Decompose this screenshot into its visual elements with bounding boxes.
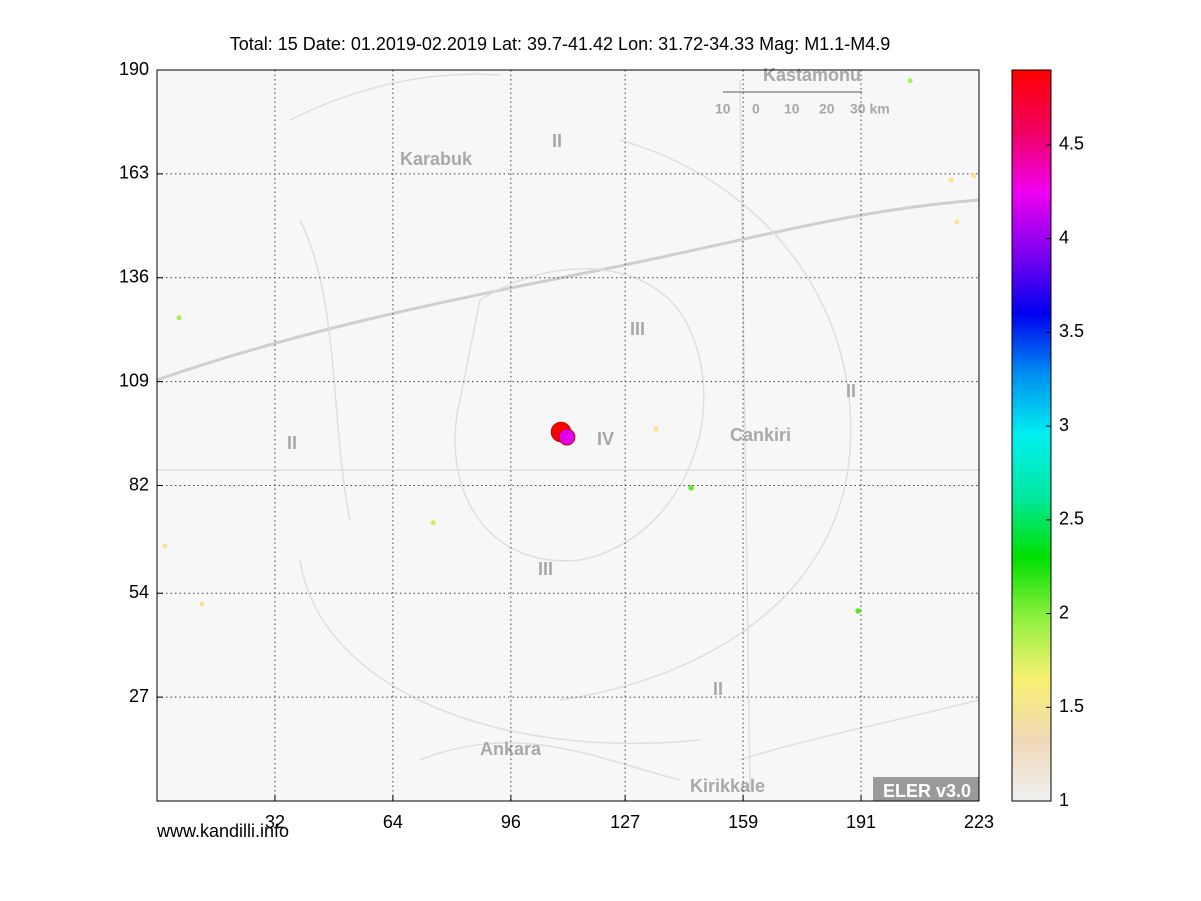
colorbar-tick-label: 2.5 — [1059, 509, 1084, 529]
colorbar-tick-label: 1.5 — [1059, 696, 1084, 716]
footer: www.kandilli.info — [156, 821, 289, 841]
intensity-label: II — [552, 131, 562, 151]
x-tick-label: 32 — [265, 812, 285, 832]
earthquake — [558, 428, 576, 446]
earthquake — [199, 601, 205, 607]
earthquake — [176, 315, 182, 321]
y-tick-label: 27 — [129, 686, 149, 706]
colorbar-tick-label: 1 — [1059, 790, 1069, 810]
earthquake — [954, 219, 960, 225]
intensity-label: III — [630, 319, 645, 339]
y-tick-label: 163 — [119, 163, 149, 183]
colorbar-tick-label: 4 — [1059, 227, 1069, 247]
map-label: Kastamonu — [763, 65, 861, 85]
x-tick-label: 159 — [728, 812, 758, 832]
y-tick-label: 109 — [119, 370, 149, 390]
y-tick-label: 82 — [129, 474, 149, 494]
map-label: Kirikkale — [690, 776, 765, 796]
intensity-label: III — [538, 559, 553, 579]
intensity-label: II — [846, 381, 856, 401]
colorbar-tick-label: 4.5 — [1059, 134, 1084, 154]
scale-label: 10 — [715, 101, 731, 117]
colorbar-tick-label: 3 — [1059, 415, 1069, 435]
earthquake — [971, 173, 977, 179]
y-tick-label: 136 — [119, 267, 149, 287]
earthquake — [688, 485, 694, 491]
y-tick-label: 190 — [119, 59, 149, 79]
colorbar-tick-label: 3.5 — [1059, 321, 1084, 341]
x-tick-label: 127 — [610, 812, 640, 832]
map-label: Cankiri — [730, 425, 791, 445]
watermark: ELER v3.0 — [883, 781, 971, 801]
earthquake — [162, 543, 168, 549]
x-tick-label: 223 — [964, 812, 994, 832]
plot-frame — [156, 69, 980, 802]
earthquake — [948, 177, 954, 183]
earthquake — [653, 426, 659, 432]
scale-label: 0 — [752, 101, 760, 117]
x-tick-label: 96 — [501, 812, 521, 832]
map-label: Ankara — [480, 739, 542, 759]
colorbar — [1011, 69, 1052, 802]
scale-label: 20 — [819, 101, 835, 117]
scale-label: 10 — [784, 101, 800, 117]
y-tick-label: 54 — [129, 582, 149, 602]
chart-title: Total: 15 Date: 01.2019-02.2019 Lat: 39.… — [230, 34, 890, 54]
intensity-label: II — [713, 679, 723, 699]
intensity-label: II — [287, 433, 297, 453]
colorbar-tick-label: 2 — [1059, 602, 1069, 622]
earthquake — [907, 78, 913, 84]
x-tick-label: 191 — [846, 812, 876, 832]
map-label: Karabuk — [400, 149, 473, 169]
intensity-label: IV — [597, 429, 614, 449]
earthquake — [430, 520, 436, 526]
scale-label: 30 km — [850, 101, 890, 117]
earthquake — [855, 608, 861, 614]
x-tick-label: 64 — [383, 812, 403, 832]
